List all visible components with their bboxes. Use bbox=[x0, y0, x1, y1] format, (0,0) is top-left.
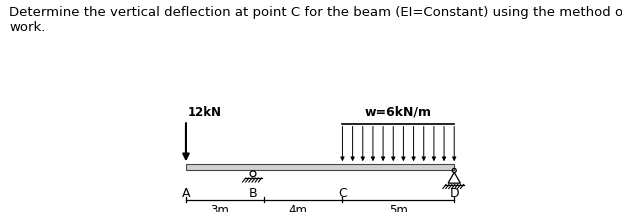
Text: A: A bbox=[182, 187, 190, 199]
Text: w=6kN/m: w=6kN/m bbox=[365, 106, 432, 119]
Text: C: C bbox=[338, 187, 347, 199]
Text: 5m: 5m bbox=[389, 204, 408, 212]
Text: 4m: 4m bbox=[288, 204, 307, 212]
Bar bbox=[186, 164, 454, 170]
Text: D: D bbox=[450, 187, 459, 199]
Text: 3m: 3m bbox=[210, 204, 229, 212]
Text: 12kN: 12kN bbox=[188, 106, 222, 119]
Text: Determine the vertical deflection at point C for the beam (EI=Constant) using th: Determine the vertical deflection at poi… bbox=[9, 6, 622, 34]
Text: B: B bbox=[249, 187, 258, 199]
